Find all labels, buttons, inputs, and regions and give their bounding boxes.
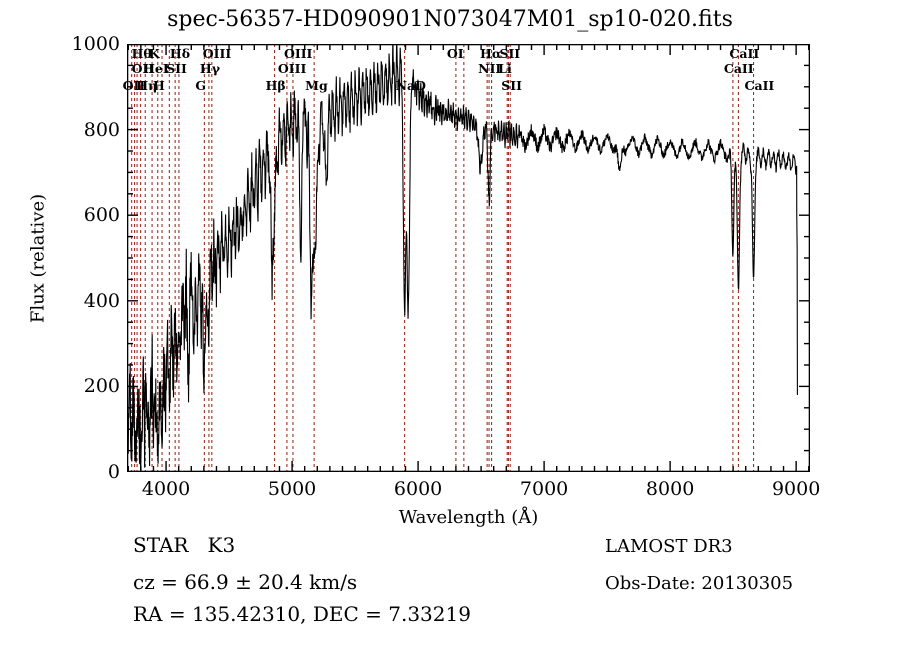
spectral-label-NaD-5893: NaD xyxy=(395,78,426,93)
spectral-label-OI-6300: OI xyxy=(446,46,464,61)
figure-footer: STAR K3 cz = 66.9 ± 20.4 km/s RA = 135.4… xyxy=(0,528,900,638)
spectral-label-OIII-4959: OIII xyxy=(277,61,307,76)
x-tick-4000: 4000 xyxy=(141,478,191,500)
y-tick-0: 0 xyxy=(107,461,120,483)
spectrum-plot-svg xyxy=(127,44,810,472)
spectrum-trace xyxy=(127,44,798,472)
plot-frame xyxy=(127,44,810,472)
y-tick-800: 800 xyxy=(83,118,120,141)
spectral-label-G-4304: G xyxy=(195,78,207,93)
spectral-label-Mg-5175: Mg xyxy=(305,78,328,93)
y-axis-title: Flux (relative) xyxy=(27,193,49,324)
spectral-label-SII-6731: SII xyxy=(501,78,522,93)
spectral-label-OIII-4363: OIII xyxy=(202,46,232,61)
spectral-label-OII-3798: OII xyxy=(131,61,155,76)
object-type: STAR xyxy=(133,533,189,557)
figure-title: spec-56357-HD090901N073047M01_sp10-020.f… xyxy=(167,7,733,32)
spectral-label-Hθ-3798: Hθ xyxy=(131,46,152,61)
x-tick-8000: 8000 xyxy=(645,478,695,500)
y-axis-tick-labels: 0 200 400 600 800 1000 xyxy=(62,33,120,483)
spectrum-line xyxy=(127,44,798,472)
spectral-label-K-3934: K xyxy=(148,46,160,61)
spectral-label-SII-4072: SII xyxy=(166,61,187,76)
x-tick-6000: 6000 xyxy=(393,478,443,500)
spectral-label-Hα-6563: Hα xyxy=(480,46,502,61)
spectral-label-OIII-5007: OIII xyxy=(283,46,313,61)
spectral-label-Hδ-4102: Hδ xyxy=(169,46,191,61)
x-axis-tick-labels: 4000 5000 6000 7000 8000 9000 xyxy=(127,478,820,504)
y-tick-600: 600 xyxy=(83,204,120,227)
axis-ticks xyxy=(127,44,810,472)
observation-date: Obs-Date: 20130305 xyxy=(605,573,794,594)
x-tick-9000: 9000 xyxy=(771,478,821,500)
y-tick-200: 200 xyxy=(83,375,120,398)
redshift-velocity: cz = 66.9 ± 20.4 km/s xyxy=(133,570,358,594)
object-type-and-class: STAR K3 xyxy=(133,533,235,557)
spectral-line-markers xyxy=(131,44,755,472)
spectral-label-HeI-3889: HeI xyxy=(143,61,169,76)
x-tick-5000: 5000 xyxy=(267,478,317,500)
y-tick-1000: 1000 xyxy=(71,33,120,55)
y-tick-400: 400 xyxy=(83,289,120,312)
spectral-label-Hγ-4340: Hγ xyxy=(199,61,220,76)
x-tick-7000: 7000 xyxy=(519,478,569,500)
spectral-label-SII-6717: SII xyxy=(499,46,521,61)
survey-name: LAMOST DR3 xyxy=(605,536,733,557)
spectral-label-NII-6548: NII xyxy=(478,61,502,76)
spectral-label-Hβ-4861: Hβ xyxy=(265,78,286,93)
spectral-label-Li-6707: Li xyxy=(498,61,512,76)
spectral-label-CaII-8498: CaII xyxy=(723,61,754,76)
spectral-label-H-3968: H xyxy=(153,78,165,93)
spectral-class: K3 xyxy=(207,533,236,557)
spectral-label-OII-3727: OII xyxy=(122,78,146,93)
coordinates: RA = 135.42310, DEC = 7.33219 xyxy=(133,602,471,626)
x-axis-title: Wavelength (Å) xyxy=(398,507,539,528)
spectral-label-CaII-8662: CaII xyxy=(744,78,775,93)
spectral-label-Hη-3835: Hη xyxy=(136,78,158,93)
plot-area: OII Hθ OII Hη HeI K H SII Hδ Hγ OIII G Hβ OIII OIII Mg N… xyxy=(123,44,810,472)
spectral-label-CaII-8542: CaII xyxy=(729,46,760,61)
